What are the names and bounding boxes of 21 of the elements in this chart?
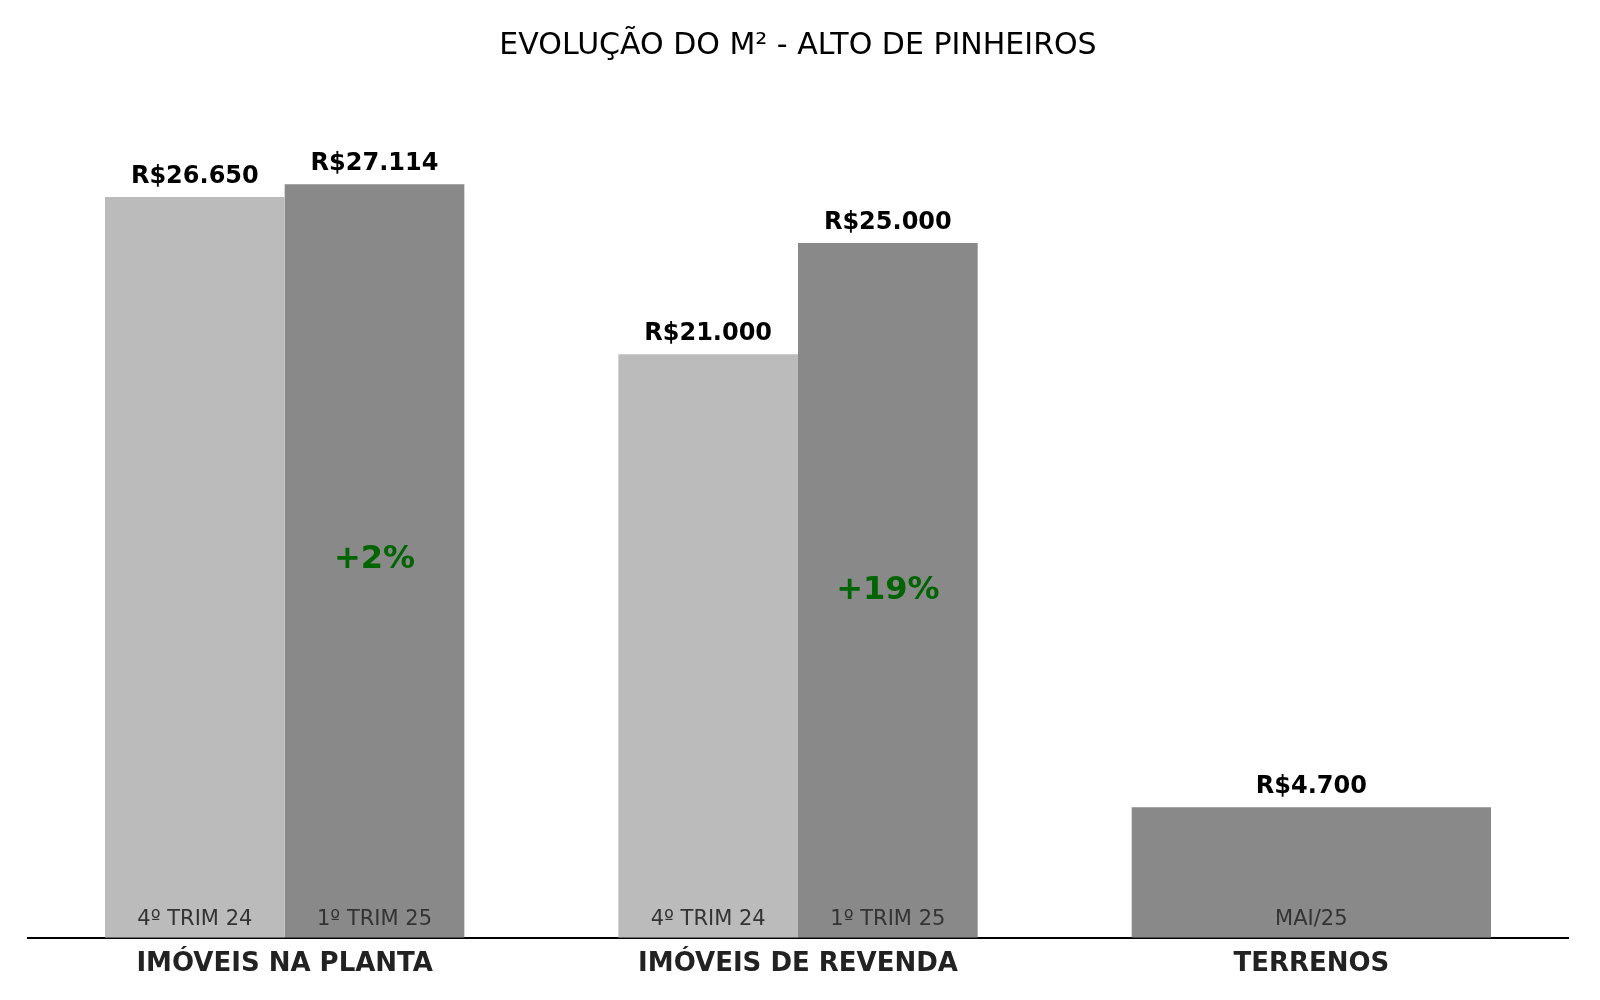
series-label: 1º TRIM 25 <box>316 905 433 930</box>
text: 1º TRIM 25 <box>830 905 946 930</box>
text: 4º TRIM 24 <box>650 905 766 930</box>
bar <box>1131 807 1491 938</box>
x-tick-label: IMÓVEIS DE REVENDA <box>638 946 958 978</box>
series-label: 4º TRIM 24 <box>137 905 253 930</box>
chart-title: EVOLUÇÃO DO M² - ALTO DE PINHEIROS <box>499 25 1097 61</box>
bar <box>798 242 978 938</box>
annotation: +19% <box>836 568 940 607</box>
annotation: +2% <box>333 538 416 577</box>
data-label: R$4.700 <box>1255 771 1367 800</box>
data-label: R$25.000 <box>823 207 952 236</box>
bar <box>618 354 798 938</box>
bar <box>105 197 285 938</box>
series-label: MAI/25 <box>1275 905 1348 930</box>
x-tick-label: IMÓVEIS NA PLANTA <box>136 946 433 978</box>
data-label: R$27.114 <box>310 148 439 177</box>
data-label: R$26.650 <box>130 161 259 190</box>
bar <box>284 184 465 938</box>
x-tick-label: TERRENOS <box>1233 947 1390 978</box>
data-label: R$21.000 <box>644 318 773 347</box>
